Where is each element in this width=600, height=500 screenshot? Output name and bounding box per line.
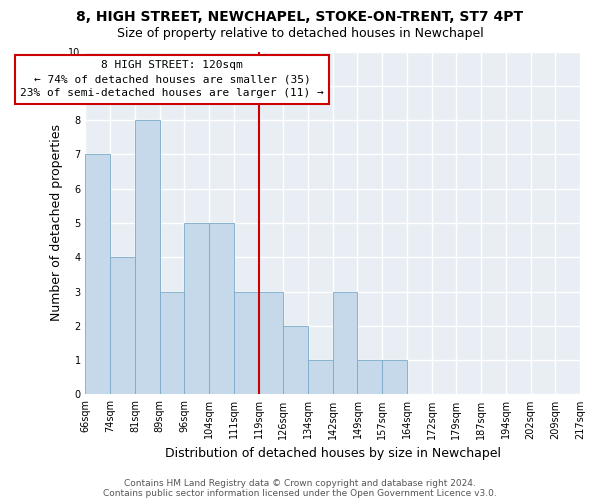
- Bar: [234, 292, 259, 395]
- Bar: [85, 154, 110, 394]
- Bar: [184, 223, 209, 394]
- Y-axis label: Number of detached properties: Number of detached properties: [50, 124, 63, 322]
- X-axis label: Distribution of detached houses by size in Newchapel: Distribution of detached houses by size …: [165, 447, 501, 460]
- Bar: [110, 258, 135, 394]
- Bar: [358, 360, 382, 394]
- Text: 8 HIGH STREET: 120sqm
← 74% of detached houses are smaller (35)
23% of semi-deta: 8 HIGH STREET: 120sqm ← 74% of detached …: [20, 60, 324, 98]
- Bar: [259, 292, 283, 395]
- Text: Contains public sector information licensed under the Open Government Licence v3: Contains public sector information licen…: [103, 488, 497, 498]
- Bar: [209, 223, 234, 394]
- Text: Contains HM Land Registry data © Crown copyright and database right 2024.: Contains HM Land Registry data © Crown c…: [124, 478, 476, 488]
- Text: Size of property relative to detached houses in Newchapel: Size of property relative to detached ho…: [116, 28, 484, 40]
- Bar: [135, 120, 160, 394]
- Bar: [160, 292, 184, 395]
- Text: 8, HIGH STREET, NEWCHAPEL, STOKE-ON-TRENT, ST7 4PT: 8, HIGH STREET, NEWCHAPEL, STOKE-ON-TREN…: [76, 10, 524, 24]
- Bar: [308, 360, 333, 394]
- Bar: [382, 360, 407, 394]
- Bar: [283, 326, 308, 394]
- Bar: [333, 292, 358, 395]
